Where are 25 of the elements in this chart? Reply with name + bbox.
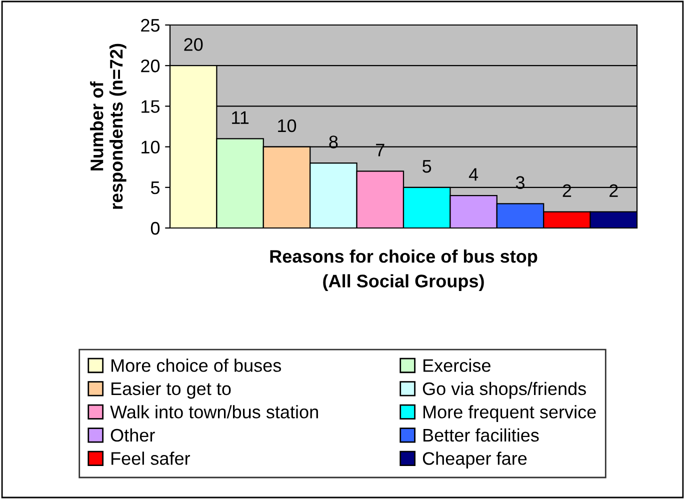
data-label: 10 xyxy=(278,119,296,132)
legend-label: More choice of buses xyxy=(112,358,282,372)
data-label: 8 xyxy=(329,136,338,148)
data-label: 20 xyxy=(184,38,203,51)
data-label: 4 xyxy=(468,168,478,181)
legend-label: Other xyxy=(110,428,155,442)
y-tick-label: 15 xyxy=(142,100,160,113)
legend-label: Exercise xyxy=(424,358,490,372)
y-tick-label: 20 xyxy=(141,60,160,72)
y-tick-label: 0 xyxy=(150,222,160,235)
data-label: 5 xyxy=(422,160,432,173)
legend-label: Better facilities xyxy=(424,428,539,442)
data-label: 11 xyxy=(232,111,249,124)
y-tick-label: 10 xyxy=(142,140,160,154)
x-axis-title: Reasons for choice of bus stop (All Social Groups) xyxy=(270,250,538,292)
legend-label: Feel safer xyxy=(112,452,190,465)
legend-label: Walk into town/bus station xyxy=(110,405,318,418)
legend-label: Cheaper fare xyxy=(422,452,527,468)
y-tick-label: 5 xyxy=(150,182,160,194)
data-label: 7 xyxy=(376,144,384,156)
y-axis-title: Number of respondents (n=72) xyxy=(90,44,126,209)
legend-label: Go via shops/friends xyxy=(422,382,586,399)
legend-label: More frequent service xyxy=(424,405,596,422)
legend-label: Easier to get to xyxy=(112,382,231,399)
y-tick-label: 25 xyxy=(141,18,160,32)
